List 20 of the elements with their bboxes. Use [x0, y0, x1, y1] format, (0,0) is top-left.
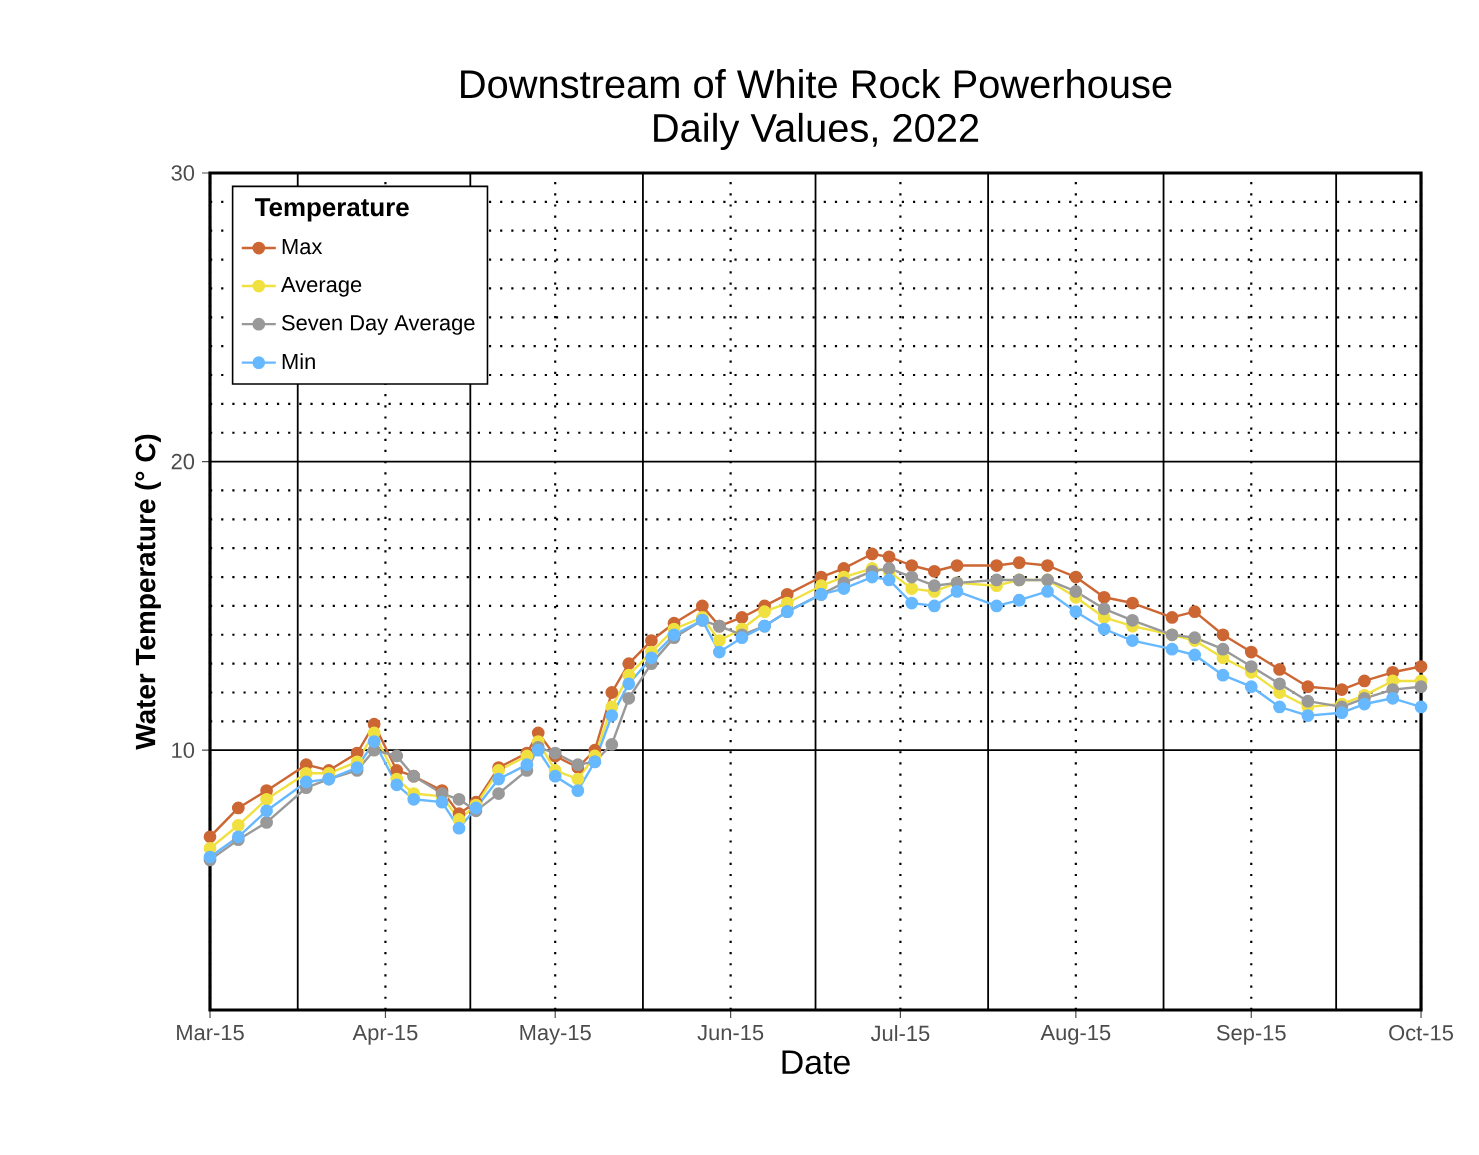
- chart-title: Downstream of White Rock Powerhouse: [461, 69, 1172, 99]
- y-tick-label: 10: [172, 742, 195, 758]
- x-tick-label: Mar-15: [177, 1025, 244, 1041]
- x-axis-title: Date: [782, 1050, 850, 1075]
- x-tick-label: Oct-15: [1389, 1025, 1453, 1041]
- y-tick-label: 30: [171, 165, 195, 181]
- x-tick-label: Sep-15: [1216, 1025, 1286, 1045]
- legend-label: Max: [282, 239, 323, 255]
- x-tick-label: May-15: [520, 1025, 591, 1045]
- y-axis-title: Water Temperature (° C): [134, 434, 161, 750]
- x-tick-label: Jul-15: [870, 1025, 930, 1042]
- legend-label: Min: [282, 353, 315, 370]
- legend-title: Temperature: [254, 198, 409, 222]
- x-tick-label: Aug-15: [1040, 1025, 1111, 1045]
- x-tick-label: Jun-15: [697, 1025, 764, 1041]
- y-tick-label: 20: [171, 453, 195, 470]
- x-tick-label: Apr-15: [352, 1025, 418, 1045]
- legend-label: Average: [281, 277, 362, 297]
- legend-label: Seven Day Average: [281, 315, 475, 335]
- chart-subtitle: Daily Values, 2022: [654, 112, 979, 150]
